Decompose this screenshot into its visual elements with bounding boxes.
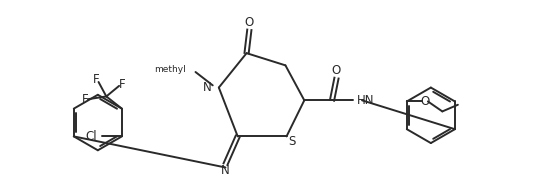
Text: F: F (119, 78, 125, 91)
Text: O: O (332, 64, 341, 77)
Text: Cl: Cl (86, 130, 97, 143)
Text: F: F (93, 73, 100, 86)
Text: N: N (221, 164, 230, 177)
Text: O: O (420, 95, 429, 108)
Text: N: N (203, 81, 212, 94)
Text: methyl: methyl (154, 65, 185, 74)
Text: F: F (82, 93, 89, 106)
Text: O: O (245, 16, 254, 29)
Text: S: S (288, 135, 296, 148)
Text: HN: HN (357, 94, 374, 107)
